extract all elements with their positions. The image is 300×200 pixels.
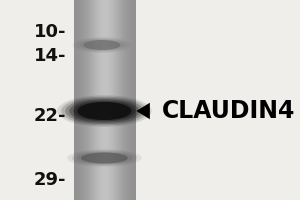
Ellipse shape — [76, 38, 128, 52]
Ellipse shape — [73, 37, 131, 53]
Polygon shape — [136, 103, 150, 119]
Ellipse shape — [83, 40, 120, 50]
Text: 29-: 29- — [34, 171, 66, 189]
Ellipse shape — [77, 102, 131, 120]
Ellipse shape — [69, 99, 140, 123]
Ellipse shape — [80, 39, 124, 51]
Text: 22-: 22- — [34, 107, 66, 125]
Text: 10-: 10- — [34, 23, 66, 41]
Text: CLAUDIN4: CLAUDIN4 — [162, 99, 296, 123]
Ellipse shape — [81, 152, 128, 164]
Ellipse shape — [57, 95, 152, 127]
Ellipse shape — [61, 97, 148, 125]
Ellipse shape — [76, 151, 132, 165]
Text: 14-: 14- — [34, 47, 66, 65]
Ellipse shape — [77, 102, 131, 120]
Ellipse shape — [73, 101, 136, 121]
Ellipse shape — [83, 40, 120, 50]
Ellipse shape — [67, 149, 142, 167]
Ellipse shape — [65, 98, 144, 124]
Ellipse shape — [81, 152, 128, 164]
Ellipse shape — [72, 150, 137, 166]
